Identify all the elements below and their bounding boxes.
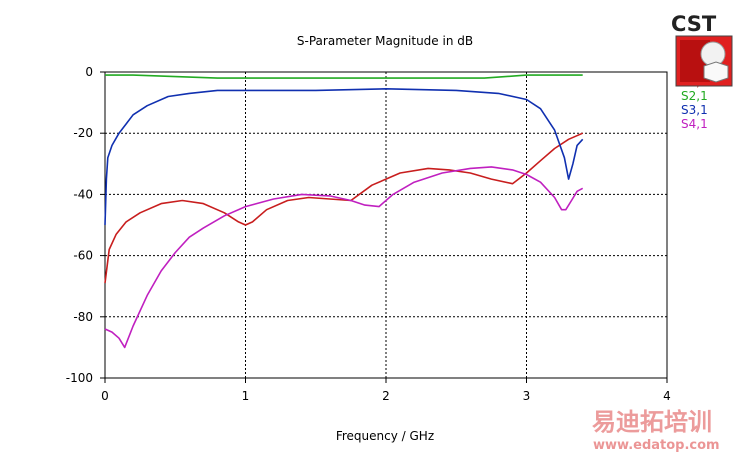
y-tick-label: 0 (85, 65, 93, 79)
cst-logo: CST (671, 12, 733, 87)
watermark-url: www.edatop.com (593, 438, 720, 453)
series-line-s41 (104, 166, 584, 349)
series-line-s11 (104, 132, 584, 284)
watermark: 易迪拓培训 www.edatop.com (592, 408, 720, 453)
x-tick-label: 2 (382, 389, 390, 403)
watermark-chinese: 易迪拓培训 (592, 408, 712, 436)
x-axis-label: Frequency / GHz (336, 429, 434, 443)
series-group (104, 74, 584, 349)
y-axis: 0 -20 -40 -60 -80 -100 (66, 65, 105, 385)
y-tick-label: -80 (73, 310, 93, 324)
series-line-s31 (104, 88, 584, 226)
legend-item-s21: S2,1 (681, 89, 708, 103)
x-axis: 0 1 2 3 4 (101, 378, 671, 403)
series-line-s21 (105, 74, 583, 79)
legend-item-s31: S3,1 (681, 103, 708, 117)
y-tick-label: -20 (73, 126, 93, 140)
logo-text: CST (671, 12, 717, 36)
grid-lines (105, 72, 667, 378)
x-tick-label: 4 (663, 389, 671, 403)
legend-item-s41: S4,1 (681, 117, 708, 131)
x-tick-label: 3 (523, 389, 531, 403)
x-tick-label: 1 (242, 389, 250, 403)
logo-cube (703, 61, 729, 83)
y-tick-label: -60 (73, 249, 93, 263)
y-tick-label: -40 (73, 187, 93, 201)
y-tick-label: -100 (66, 371, 93, 385)
x-tick-label: 0 (101, 389, 109, 403)
chart-title: S-Parameter Magnitude in dB (297, 34, 473, 48)
logo-sphere (700, 41, 726, 67)
